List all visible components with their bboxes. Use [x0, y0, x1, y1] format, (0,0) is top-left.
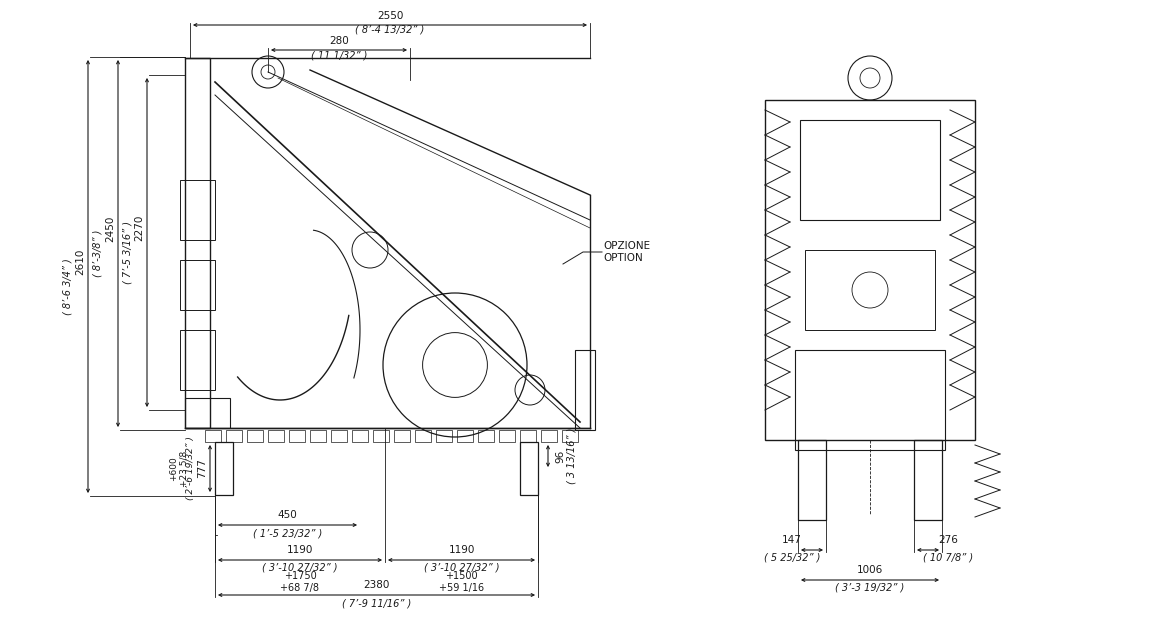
Bar [800, 120, 940, 220]
Text: ( 8’-3/8” ): ( 8’-3/8” ) [93, 230, 103, 277]
Bar [179, 260, 215, 310]
Text: ( 2’-6 19/32” ): ( 2’-6 19/32” ) [186, 437, 196, 501]
Bar [226, 430, 242, 442]
Text: ( 8’-4 13/32” ): ( 8’-4 13/32” ) [356, 25, 425, 35]
Bar [478, 430, 494, 442]
Text: 2610: 2610 [75, 248, 85, 275]
Bar [205, 430, 221, 442]
Bar [310, 430, 327, 442]
Bar [520, 442, 538, 495]
Bar [576, 350, 595, 430]
Text: ( 1’-5 23/32” ): ( 1’-5 23/32” ) [252, 528, 322, 538]
Bar [562, 430, 578, 442]
Bar [415, 430, 431, 442]
Bar [394, 430, 410, 442]
Text: ( 7’-9 11/16” ): ( 7’-9 11/16” ) [342, 598, 411, 608]
Bar [520, 430, 536, 442]
Text: OPZIONE
OPTION: OPZIONE OPTION [603, 241, 650, 263]
Bar [179, 330, 215, 390]
Text: 1190: 1190 [448, 545, 475, 555]
Bar [373, 430, 389, 442]
Text: ( 3’-10 27/32” ): ( 3’-10 27/32” ) [262, 563, 338, 573]
Text: 777: 777 [197, 458, 207, 479]
Text: ( 3’-10 27/32” ): ( 3’-10 27/32” ) [424, 563, 499, 573]
Text: +1750
+68 7/8: +1750 +68 7/8 [280, 571, 320, 592]
Text: ( 3’-3 19/32” ): ( 3’-3 19/32” ) [835, 583, 904, 593]
Text: +600
+23 5/8: +600 +23 5/8 [169, 450, 189, 487]
Text: 147: 147 [782, 535, 802, 545]
Bar [179, 180, 215, 240]
Text: 2380: 2380 [364, 580, 390, 590]
Text: 2270: 2270 [134, 215, 144, 241]
Text: ( 10 7/8” ): ( 10 7/8” ) [923, 553, 973, 563]
Text: 276: 276 [938, 535, 958, 545]
Bar [437, 430, 452, 442]
Bar [796, 350, 945, 450]
Bar [499, 430, 515, 442]
Text: 450: 450 [278, 510, 298, 520]
Bar [798, 440, 826, 520]
Text: 2550: 2550 [376, 11, 403, 21]
Text: ( 8’-6 3/4” ): ( 8’-6 3/4” ) [63, 258, 73, 315]
Bar [352, 430, 368, 442]
Text: 96: 96 [555, 449, 565, 463]
Bar [267, 430, 284, 442]
Bar [331, 430, 347, 442]
Text: ( 3 13/16” ): ( 3 13/16” ) [567, 428, 577, 484]
Bar [457, 430, 472, 442]
Text: ( 11 1/32” ): ( 11 1/32” ) [310, 50, 367, 60]
Text: ( 5 25/32” ): ( 5 25/32” ) [764, 553, 820, 563]
Text: 280: 280 [329, 36, 349, 46]
Bar [247, 430, 263, 442]
Text: 1006: 1006 [857, 565, 884, 575]
Text: +1500
+59 1/16: +1500 +59 1/16 [439, 571, 484, 592]
Bar [185, 58, 210, 428]
Bar [215, 442, 233, 495]
Bar [765, 100, 975, 440]
Bar [914, 440, 941, 520]
Bar [290, 430, 305, 442]
Text: 2450: 2450 [105, 215, 115, 242]
Bar [541, 430, 557, 442]
Text: 1190: 1190 [287, 545, 313, 555]
Text: ( 7’-5 3/16” ): ( 7’-5 3/16” ) [122, 221, 132, 284]
Bar [805, 250, 935, 330]
Bar [185, 398, 230, 428]
